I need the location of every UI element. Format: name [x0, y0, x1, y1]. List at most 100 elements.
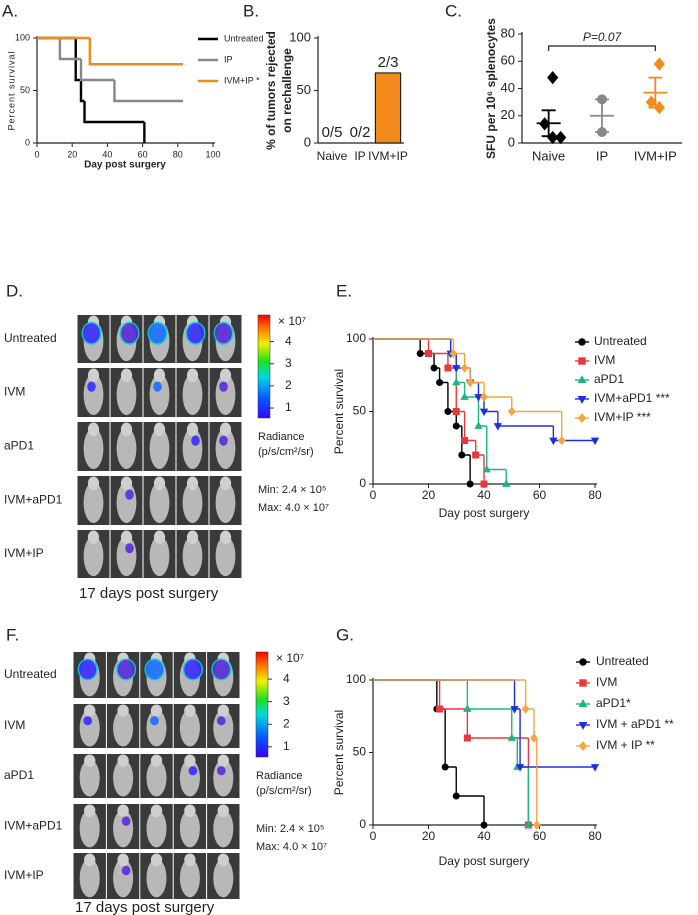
marker [466, 480, 474, 488]
survival-step [463, 411, 476, 442]
marker [449, 348, 458, 359]
legend-label: IVM+IP *** [594, 410, 651, 424]
signal [213, 321, 234, 345]
mouse [83, 481, 104, 524]
colorbar-tick-label: 2 [285, 378, 292, 392]
y-tick-label: 0 [508, 134, 515, 149]
marker [430, 364, 438, 372]
y-axis-label: on rechallenge [280, 48, 294, 133]
mouse-head [84, 804, 96, 818]
marker [452, 792, 460, 800]
signal [125, 543, 134, 554]
legend-label: IVM + IP ** [596, 738, 655, 752]
signal [185, 321, 206, 345]
legend-label: IVM [594, 353, 615, 367]
y-axis-label: Percent survival [332, 710, 346, 795]
mouse-head [150, 853, 163, 867]
y-axis-label: SFU per 10⁶ splenocytes [484, 18, 498, 159]
marker [507, 406, 516, 417]
y-tick-label: 20 [501, 107, 515, 122]
x-tick-label: IP [354, 149, 365, 163]
mouse [179, 858, 200, 898]
signal [188, 766, 198, 776]
x-tick-label: 60 [533, 488, 547, 502]
panel-label: D. [6, 281, 23, 300]
marker [466, 377, 475, 388]
marker [549, 437, 558, 446]
signal [216, 716, 226, 726]
value-label: 2/3 [378, 54, 399, 71]
signal [121, 816, 131, 826]
marker [460, 363, 469, 373]
mouse-head [153, 530, 166, 544]
x-tick-label: 20 [67, 149, 77, 159]
x-tick-label: 20 [422, 829, 436, 843]
survival-step [79, 80, 85, 103]
mouse [113, 759, 134, 797]
x-tick-label: 0 [370, 488, 377, 502]
marker [557, 435, 566, 446]
colorbar [255, 651, 269, 758]
x-tick-label: 80 [173, 149, 183, 159]
mouse-head [84, 853, 96, 867]
colorbar-max: Max: 4.0 × 10⁷ [258, 502, 329, 514]
marker [577, 395, 587, 404]
marker [444, 408, 452, 415]
x-axis-label: Day post surgery [84, 160, 166, 171]
marker [463, 704, 472, 712]
y-axis-label: Percent survival [6, 50, 16, 130]
colorbar-title: Radiance [258, 431, 304, 443]
x-tick-label: IP [596, 148, 608, 163]
mouse-head [120, 476, 133, 491]
signal [150, 716, 159, 726]
marker [480, 392, 488, 402]
row-label: IVM+IP [4, 546, 44, 560]
survival-step [466, 709, 529, 739]
signal [216, 766, 226, 776]
marker [472, 451, 480, 459]
mouse-head [117, 704, 129, 717]
colorbar-title: Radiance [256, 770, 302, 782]
y-tick-label: 50 [297, 82, 311, 97]
mouse-head [117, 804, 129, 818]
mouse-head [117, 754, 129, 767]
row-label: aPD1 [4, 768, 34, 782]
mouse-head [87, 422, 100, 437]
colorbar-title: (p/s/cm²/sr) [256, 785, 312, 797]
colorbar-tick-label: 1 [285, 400, 292, 414]
mouse [116, 373, 137, 416]
mouse-head [219, 530, 232, 544]
signal [219, 381, 228, 392]
value-label: 0/5 [322, 124, 343, 141]
colorbar-multiplier: × 10⁷ [276, 651, 304, 665]
marker [578, 357, 586, 365]
marker [578, 741, 588, 751]
mouse-head [217, 804, 229, 818]
x-tick-label: 40 [477, 488, 491, 502]
colorbar-min: Min: 2.4 × 10⁵ [256, 823, 324, 835]
marker [510, 706, 519, 714]
legend-label: Untreated [594, 334, 647, 348]
mouse-head [186, 476, 199, 491]
panel-label: C. [445, 1, 462, 20]
survival-step [438, 680, 468, 710]
x-tick-label: IVM+IP [368, 149, 408, 163]
legend-label: Untreated [224, 33, 264, 43]
error-bar [595, 98, 609, 133]
signal [191, 435, 200, 446]
marker [482, 464, 491, 473]
mouse-head [219, 476, 232, 491]
y-tick-label: 100 [15, 32, 30, 42]
survival-step [74, 38, 81, 82]
marker [479, 408, 489, 417]
x-tick-label: 40 [477, 829, 491, 843]
mouse [182, 481, 203, 524]
caption: 17 days post surgery [79, 585, 219, 602]
survival-step [516, 738, 529, 768]
marker [436, 379, 444, 386]
y-tick-label: 80 [501, 25, 515, 40]
marker [578, 338, 586, 346]
survival-step [524, 680, 534, 710]
mouse [149, 427, 170, 470]
